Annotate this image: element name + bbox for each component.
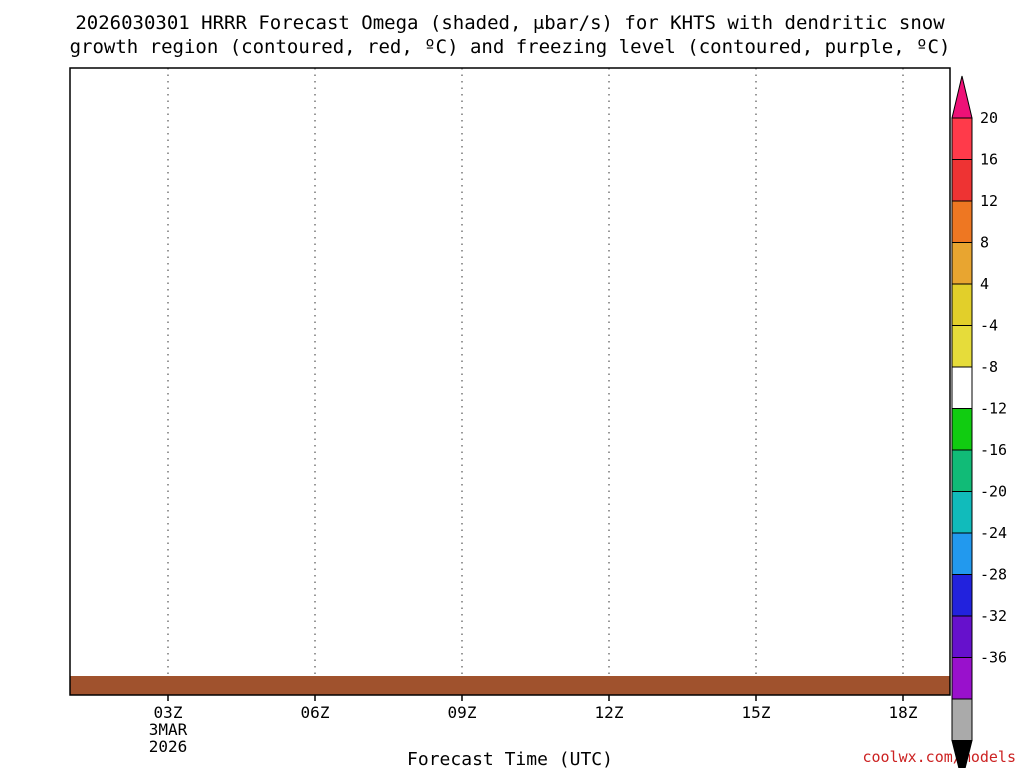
x-tick-date: 3MAR: [149, 720, 188, 739]
colorbar-segment: [951, 200, 973, 243]
colorbar-label: 20: [980, 109, 998, 127]
colorbar: 20 16 12 8 4 -4 -8 -12 -16 -20 -24 -28 -32 -36: [951, 75, 1007, 768]
colorbar-segment: [951, 615, 973, 658]
colorbar-segment: [951, 283, 973, 326]
colorbar-segment: [951, 242, 973, 285]
x-tick-label: 06Z: [301, 703, 330, 722]
x-tick-label: 18Z: [889, 703, 918, 722]
colorbar-label: -28: [980, 566, 1007, 584]
colorbar-segment: [951, 532, 973, 575]
colorbar-label: -16: [980, 441, 1007, 459]
colorbar-label: -32: [980, 607, 1007, 625]
x-tick-label: 09Z: [448, 703, 477, 722]
colorbar-bottom-arrow: [951, 740, 973, 768]
colorbar-label: 16: [980, 151, 998, 169]
colorbar-label: 4: [980, 275, 989, 293]
colorbar-label: -20: [980, 483, 1007, 501]
colorbar-segment: [951, 408, 973, 451]
chart-title-line1: 2026030301 HRRR Forecast Omega (shaded, …: [75, 12, 945, 34]
colorbar-segment: [951, 325, 973, 368]
colorbar-segment: [951, 657, 973, 700]
x-tick-label: 12Z: [595, 703, 624, 722]
credit-text: coolwx.com/models: [862, 748, 1016, 766]
x-tick-label: 15Z: [742, 703, 771, 722]
colorbar-segment: [951, 574, 973, 617]
x-axis-title: Forecast Time (UTC): [407, 749, 613, 768]
colorbar-label: -36: [980, 649, 1007, 667]
colorbar-label: -24: [980, 524, 1007, 542]
ground-bar: [70, 676, 950, 695]
plot-background: [70, 68, 950, 695]
colorbar-label: 8: [980, 234, 989, 252]
x-tick-label: 03Z: [154, 703, 183, 722]
colorbar-label: -4: [980, 317, 998, 335]
colorbar-top-arrow: [951, 75, 973, 119]
colorbar-segment: [951, 491, 973, 534]
colorbar-segment: [951, 698, 973, 741]
colorbar-label: -8: [980, 358, 998, 376]
colorbar-label: -12: [980, 400, 1007, 418]
chart-title-line2: growth region (contoured, red, ºC) and f…: [70, 36, 951, 58]
colorbar-segment: [951, 159, 973, 202]
colorbar-label: 12: [980, 192, 998, 210]
colorbar-segment: [951, 449, 973, 492]
colorbar-segment: [951, 117, 973, 160]
x-tick-year: 2026: [149, 737, 188, 756]
colorbar-segment: [951, 366, 973, 409]
plot-frame: [69, 67, 951, 696]
